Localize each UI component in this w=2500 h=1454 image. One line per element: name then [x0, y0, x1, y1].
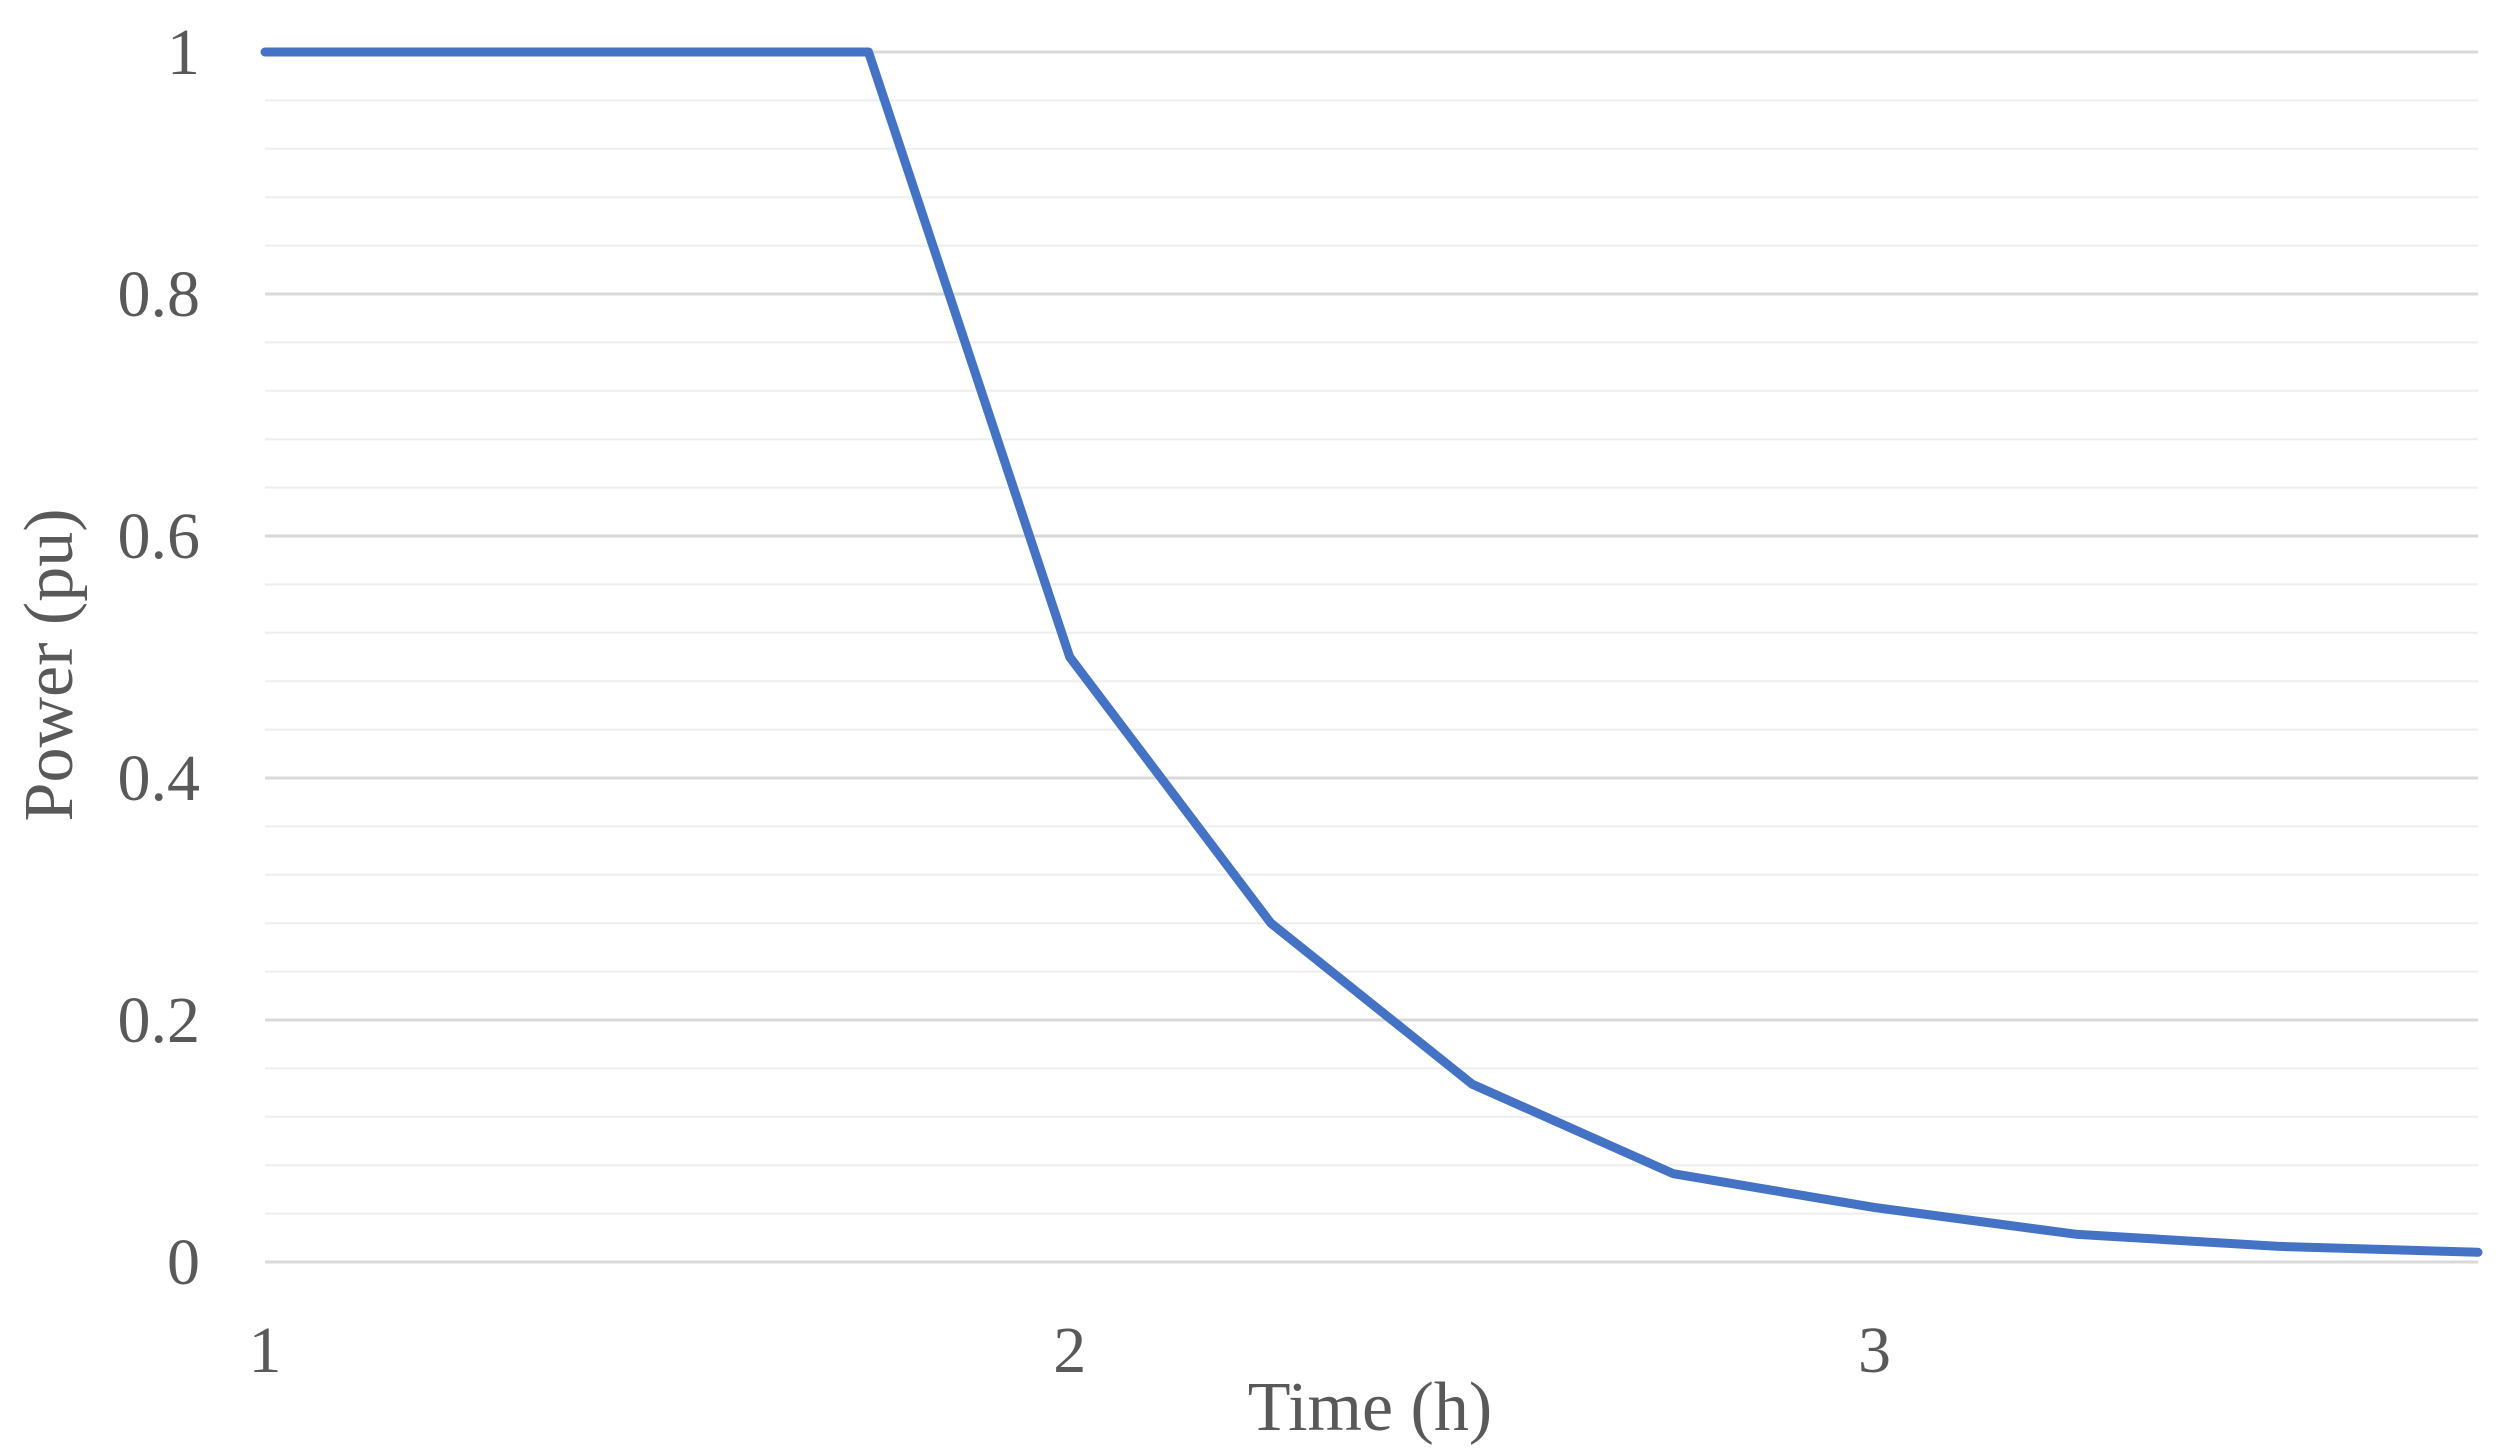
y-tick-label: 0.6 — [118, 500, 201, 573]
y-tick-label: 0.4 — [118, 742, 201, 815]
y-axis-title: Power (pu) — [11, 509, 88, 822]
y-axis-ticks: 0 0.2 0.4 0.6 0.8 1 — [118, 16, 201, 1299]
x-tick-label: 2 — [1053, 1314, 1086, 1387]
y-tick-label: 1 — [167, 16, 200, 89]
x-axis-ticks: 1 2 3 — [249, 1314, 1891, 1387]
y-tick-label: 0.2 — [118, 984, 201, 1057]
x-tick-label: 3 — [1858, 1314, 1891, 1387]
y-tick-label: 0 — [167, 1226, 200, 1299]
series-layer — [260, 47, 2483, 1257]
series-line — [260, 47, 2483, 1257]
y-tick-label: 0.8 — [118, 258, 201, 331]
gridlines — [265, 50, 2478, 1264]
x-tick-label: 1 — [249, 1314, 282, 1387]
x-axis-title: Time (h) — [1248, 1369, 1492, 1446]
